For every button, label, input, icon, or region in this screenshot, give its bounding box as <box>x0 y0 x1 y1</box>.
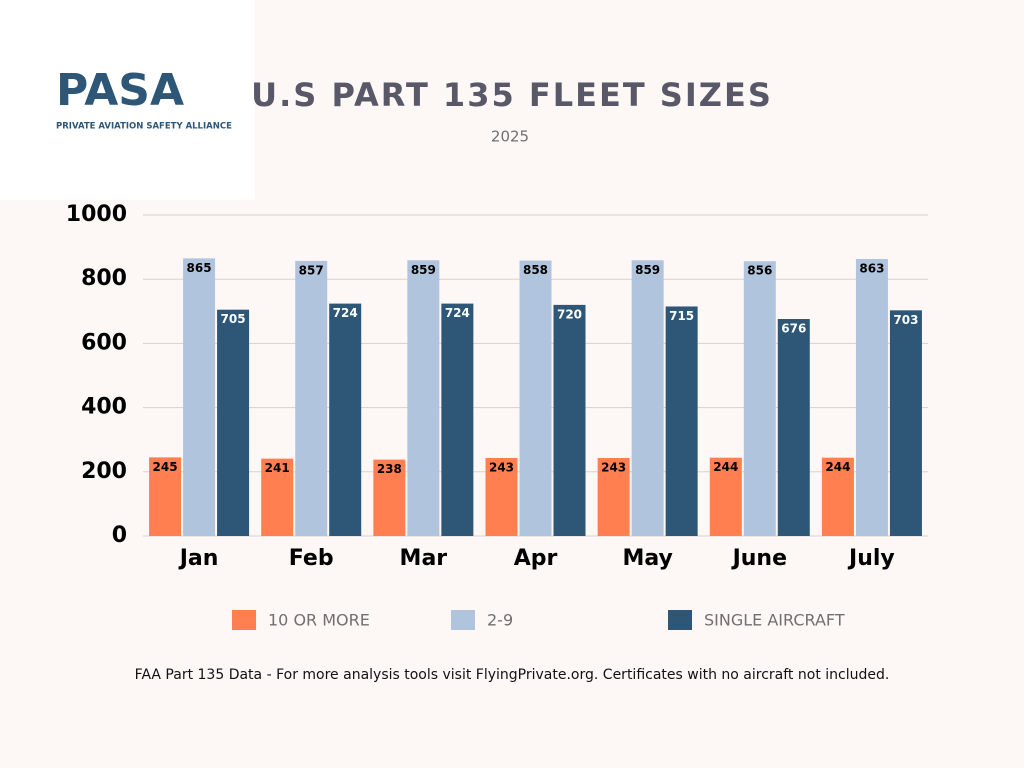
legend-label: 2-9 <box>487 611 513 630</box>
bar <box>485 457 518 536</box>
bar <box>149 457 182 536</box>
bar <box>261 458 294 536</box>
data-label: 857 <box>299 263 324 277</box>
data-label: 705 <box>221 312 246 326</box>
data-label: 863 <box>859 261 884 275</box>
data-label: 856 <box>747 264 772 278</box>
y-tick-label: 400 <box>81 395 127 420</box>
x-tick-label: Mar <box>400 546 448 571</box>
data-label: 865 <box>187 261 212 275</box>
legend-swatch <box>668 610 692 630</box>
x-tick-label: Feb <box>289 546 334 571</box>
data-label: 241 <box>265 461 290 475</box>
legend-label: 10 OR MORE <box>268 611 370 630</box>
y-tick-label: 200 <box>81 459 127 484</box>
legend-swatch <box>232 610 256 630</box>
bar <box>631 260 664 536</box>
chart-title: U.S PART 135 FLEET SIZES <box>251 76 773 114</box>
y-tick-label: 0 <box>112 523 127 548</box>
data-label: 720 <box>557 307 582 321</box>
bar <box>373 459 406 536</box>
data-label: 724 <box>333 306 358 320</box>
x-tick-label: July <box>847 546 895 571</box>
data-label: 703 <box>893 313 918 327</box>
data-label: 858 <box>523 263 548 277</box>
x-tick-label: Jan <box>178 546 219 571</box>
legend-label: SINGLE AIRCRAFT <box>704 611 845 630</box>
data-label: 243 <box>489 460 514 474</box>
x-tick-label: May <box>622 546 672 571</box>
bar <box>665 306 698 536</box>
bar <box>821 457 854 536</box>
data-label: 238 <box>377 462 402 476</box>
bar <box>553 304 586 536</box>
bar <box>597 457 630 536</box>
data-label: 715 <box>669 309 694 323</box>
bar <box>329 303 362 536</box>
data-label: 859 <box>411 263 436 277</box>
y-tick-label: 800 <box>81 266 127 291</box>
logo-name: PRIVATE AVIATION SAFETY ALLIANCE <box>56 122 232 132</box>
data-label: 724 <box>445 306 470 320</box>
bar <box>217 309 250 536</box>
legend-swatch <box>451 610 475 630</box>
bar <box>519 260 552 536</box>
footnote: FAA Part 135 Data - For more analysis to… <box>135 667 890 683</box>
bar <box>743 261 776 536</box>
bar <box>709 457 742 536</box>
bar <box>855 258 888 536</box>
chart-subtitle: 2025 <box>491 128 529 146</box>
bar <box>441 303 474 536</box>
bar <box>777 319 810 536</box>
data-label: 244 <box>713 460 738 474</box>
bar <box>183 258 216 536</box>
y-tick-label: 600 <box>81 330 127 355</box>
data-label: 243 <box>601 460 626 474</box>
data-label: 244 <box>825 460 850 474</box>
bar <box>407 260 440 536</box>
logo-mark: PASA <box>56 65 184 116</box>
bar <box>889 310 922 536</box>
y-tick-label: 1000 <box>66 202 127 227</box>
x-tick-label: Apr <box>514 546 558 571</box>
bar <box>295 260 328 536</box>
x-tick-label: June <box>731 546 787 571</box>
data-label: 676 <box>781 322 806 336</box>
logo-box <box>0 0 255 200</box>
data-label: 859 <box>635 263 660 277</box>
data-label: 245 <box>153 460 178 474</box>
